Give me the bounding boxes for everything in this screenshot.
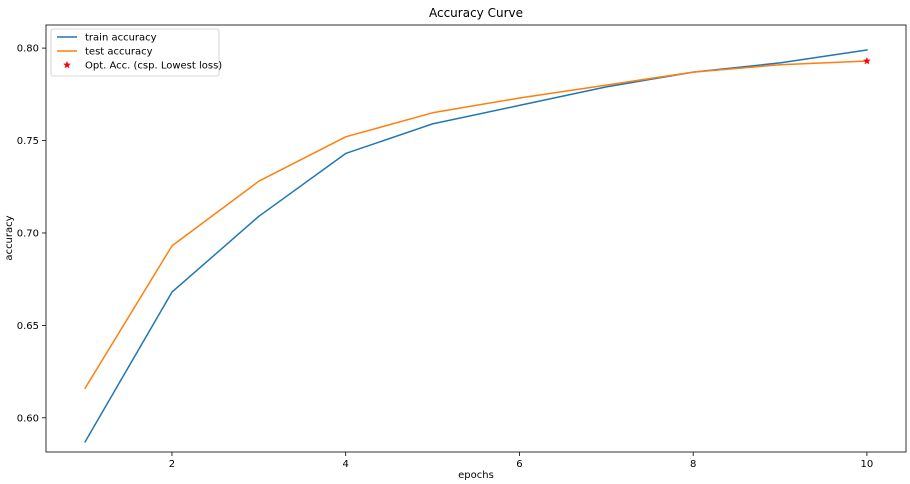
series-line-test-accuracy [84,60,868,390]
marker-layer [862,56,871,65]
y-tick-label: 0.75 [17,136,39,147]
legend-entry-label: train accuracy [85,33,157,44]
optimal-accuracy-marker [862,56,871,65]
plot-frame [45,24,907,453]
x-axis-label: epochs [458,470,494,481]
y-axis: 0.60 0.65 0.70 0.75 0.80 [17,44,46,424]
x-axis: 2 4 6 8 10 [169,452,874,470]
y-tick-label: 0.70 [17,228,39,239]
y-tick-label: 0.80 [17,44,39,55]
x-tick-label: 4 [343,459,349,470]
x-tick-label: 8 [690,459,696,470]
legend-entry-label: test accuracy [85,47,153,58]
x-tick-label: 2 [169,459,175,470]
y-tick-label: 0.60 [17,413,39,424]
chart-title: Accuracy Curve [429,6,523,20]
legend-star-icon [63,60,71,69]
series-layer [84,49,868,443]
plot-area [45,24,907,453]
y-tick-label: 0.65 [17,321,39,332]
x-tick-label: 10 [861,459,874,470]
x-tick-label: 6 [516,459,522,470]
series-line-train-accuracy [84,49,868,443]
y-axis-label: accuracy [4,215,15,260]
legend: train accuracy test accuracy Opt. Acc. (cs… [50,28,222,77]
legend-entry-label: Opt. Acc. (csp. Lowest loss) [85,61,222,72]
legend-box [50,28,220,77]
